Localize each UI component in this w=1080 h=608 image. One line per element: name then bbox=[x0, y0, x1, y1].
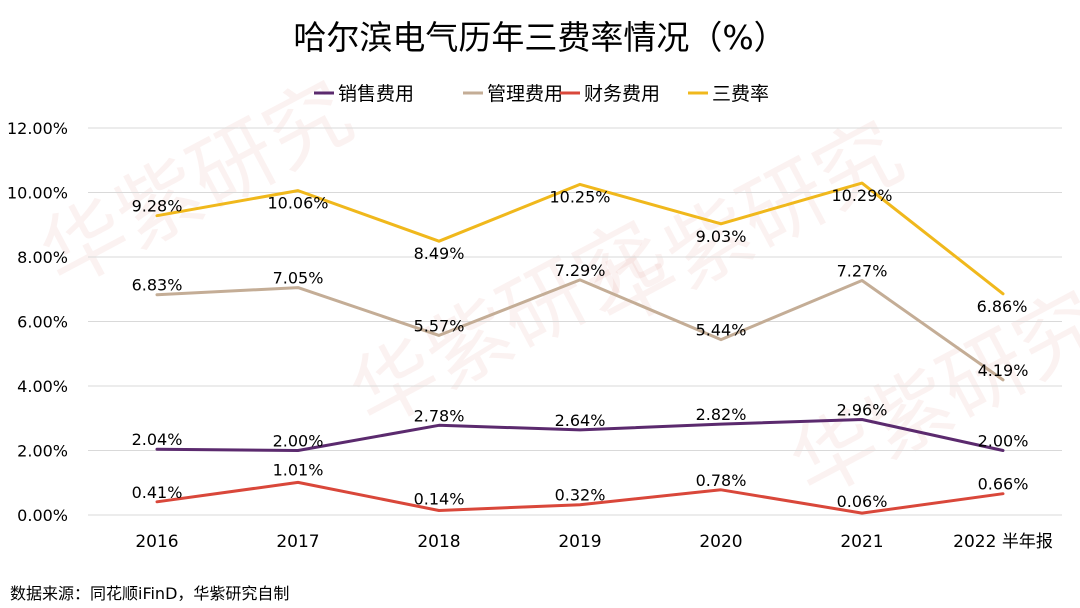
y-tick-label: 10.00% bbox=[7, 184, 68, 203]
legend-item[interactable]: 财务费用 bbox=[560, 83, 660, 105]
y-axis: 0.00% 2.00% 4.00% 6.00% 8.00% 10.00% 12.00% bbox=[7, 119, 68, 525]
legend-label: 销售费用 bbox=[338, 83, 414, 105]
data-label: 0.14% bbox=[414, 489, 465, 508]
data-label: 7.05% bbox=[273, 269, 324, 288]
data-label: 9.28% bbox=[132, 197, 183, 216]
legend-label: 财务费用 bbox=[584, 83, 660, 105]
legend-label: 管理费用 bbox=[487, 83, 563, 105]
x-tick-label: 2019 bbox=[558, 532, 601, 552]
data-label: 8.49% bbox=[414, 244, 465, 263]
x-tick-label: 2016 bbox=[135, 532, 178, 552]
data-label: 2.96% bbox=[837, 401, 888, 420]
source-note: 数据来源：同花顺iFinD，华紫研究自制 bbox=[10, 584, 289, 603]
data-label: 7.29% bbox=[555, 261, 606, 280]
data-label: 0.78% bbox=[696, 471, 747, 490]
legend-item[interactable]: 管理费用 bbox=[463, 83, 563, 105]
x-axis: 2016 2017 2018 2019 2020 2021 2022 半年报 bbox=[135, 532, 1052, 552]
data-label: 0.06% bbox=[837, 492, 888, 511]
data-label: 6.86% bbox=[977, 297, 1028, 316]
y-tick-label: 8.00% bbox=[17, 248, 68, 267]
data-label: 9.03% bbox=[696, 227, 747, 246]
y-tick-label: 0.00% bbox=[17, 506, 68, 525]
legend: 销售费用 管理费用 财务费用 三费率 bbox=[314, 83, 769, 105]
series-line bbox=[155, 418, 1005, 452]
x-tick-label: 2017 bbox=[276, 532, 319, 552]
data-label: 0.66% bbox=[978, 475, 1029, 494]
y-tick-label: 12.00% bbox=[7, 119, 68, 138]
data-label: 5.44% bbox=[696, 321, 747, 340]
data-label: 0.32% bbox=[555, 486, 606, 505]
y-tick-label: 6.00% bbox=[17, 313, 68, 332]
y-tick-label: 2.00% bbox=[17, 442, 68, 461]
x-tick-label: 2018 bbox=[417, 532, 460, 552]
x-tick-label: 2021 bbox=[840, 532, 883, 552]
legend-label: 三费率 bbox=[712, 83, 769, 105]
data-label: 2.00% bbox=[273, 432, 324, 451]
data-label: 0.41% bbox=[132, 483, 183, 502]
data-label: 2.82% bbox=[696, 405, 747, 424]
series-line bbox=[155, 480, 1005, 515]
data-label: 2.04% bbox=[132, 430, 183, 449]
data-label: 4.19% bbox=[978, 361, 1029, 380]
data-label: 10.06% bbox=[267, 194, 328, 213]
data-label: 5.57% bbox=[414, 316, 465, 335]
data-label: 10.29% bbox=[831, 186, 892, 205]
data-label: 6.83% bbox=[132, 276, 183, 295]
legend-item[interactable]: 销售费用 bbox=[314, 83, 414, 105]
y-tick-label: 4.00% bbox=[17, 377, 68, 396]
chart-title: 哈尔滨电气历年三费率情况（%） bbox=[293, 18, 786, 57]
data-label: 2.78% bbox=[414, 406, 465, 425]
x-tick-label: 2020 bbox=[699, 532, 742, 552]
data-label: 1.01% bbox=[273, 460, 324, 479]
x-tick-label: 2022 半年报 bbox=[953, 532, 1053, 552]
grid bbox=[88, 127, 1062, 516]
data-labels: 2.04% 2.00% 2.78% 2.64% 2.82% 2.96% 2.00% 6.83%… bbox=[132, 186, 1029, 511]
data-label: 7.27% bbox=[837, 262, 888, 281]
data-label: 2.00% bbox=[978, 432, 1029, 451]
legend-item[interactable]: 三费率 bbox=[688, 83, 769, 105]
series-line bbox=[155, 278, 1005, 382]
series-line bbox=[155, 181, 1005, 296]
data-label: 2.64% bbox=[555, 411, 606, 430]
series-group bbox=[155, 181, 1005, 515]
data-label: 10.25% bbox=[549, 187, 610, 206]
watermark-text: 华紫研究 bbox=[775, 272, 1080, 516]
